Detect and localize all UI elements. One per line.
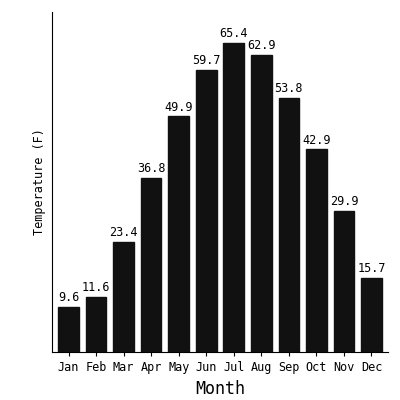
Bar [168, 116, 189, 352]
Text: 36.8: 36.8 [137, 162, 165, 175]
Y-axis label: Temperature (F): Temperature (F) [34, 128, 46, 236]
Text: 53.8: 53.8 [275, 82, 303, 95]
Bar [113, 242, 134, 352]
Bar [251, 55, 272, 352]
Text: 15.7: 15.7 [357, 262, 386, 275]
Text: 11.6: 11.6 [82, 281, 110, 294]
Bar [224, 43, 244, 352]
Text: 65.4: 65.4 [220, 27, 248, 40]
Text: 23.4: 23.4 [109, 226, 138, 239]
Bar [334, 211, 354, 352]
Bar [306, 150, 327, 352]
Bar [361, 278, 382, 352]
Text: 59.7: 59.7 [192, 54, 220, 67]
Text: 49.9: 49.9 [164, 100, 193, 114]
Text: 29.9: 29.9 [330, 195, 358, 208]
Text: 62.9: 62.9 [247, 39, 276, 52]
Bar [86, 297, 106, 352]
Text: 9.6: 9.6 [58, 291, 79, 304]
Text: 42.9: 42.9 [302, 134, 331, 146]
Bar [58, 307, 79, 352]
Bar [278, 98, 299, 352]
X-axis label: Month: Month [195, 380, 245, 398]
Bar [141, 178, 162, 352]
Bar [196, 70, 216, 352]
